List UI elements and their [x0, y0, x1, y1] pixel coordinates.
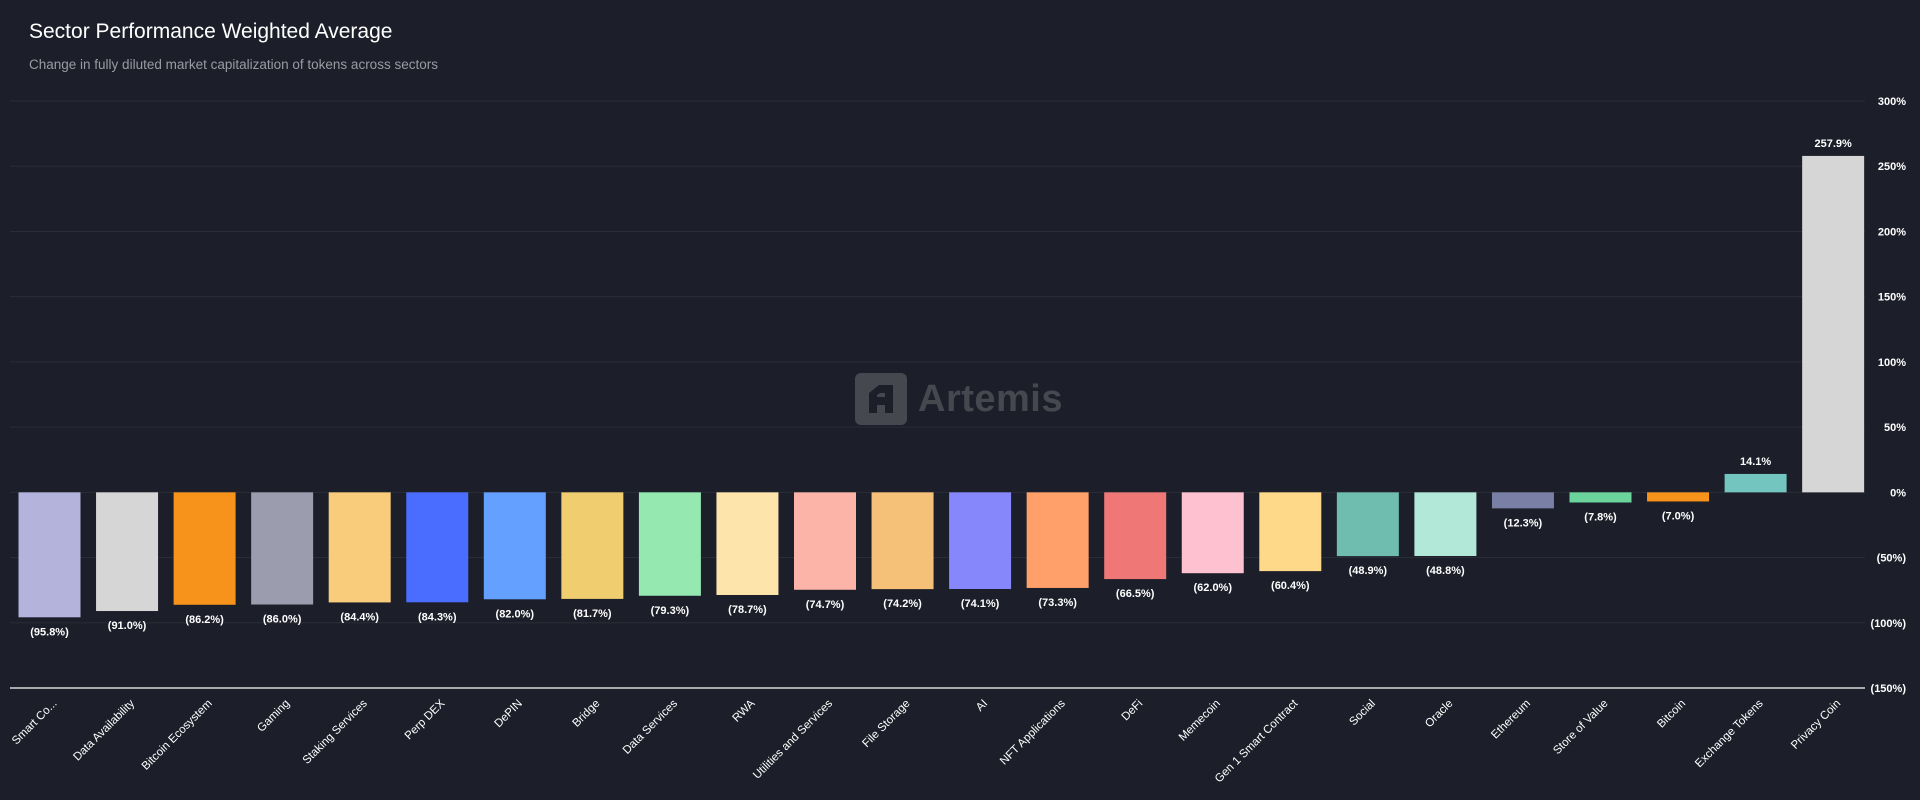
bar [1647, 492, 1710, 502]
category-label: Bitcoin [1655, 698, 1688, 731]
watermark-text: Artemis [918, 377, 1063, 420]
value-label: (74.2%) [883, 598, 922, 610]
value-label: (7.8%) [1584, 512, 1617, 524]
bar [1259, 492, 1322, 572]
category-label: Memecoin [1177, 698, 1223, 744]
value-label: (7.0%) [1662, 510, 1695, 522]
bar [1724, 473, 1787, 493]
category-label: Smart Co... [10, 698, 60, 748]
value-label: (74.7%) [806, 599, 845, 611]
category-label: Perp DEX [403, 697, 448, 742]
y-tick-label: (150%) [1871, 683, 1907, 695]
bar [328, 492, 391, 603]
y-tick-label: (50%) [1877, 553, 1907, 565]
bar [871, 492, 934, 590]
bar [483, 492, 546, 600]
category-label: Ethereum [1489, 698, 1533, 742]
value-label: (84.4%) [340, 611, 379, 623]
value-label: (81.7%) [573, 608, 612, 620]
bar [1104, 492, 1167, 580]
category-label: DePIN [492, 698, 524, 730]
category-label: Data Availability [71, 697, 137, 763]
value-label: (62.0%) [1193, 582, 1232, 594]
bar [1026, 492, 1089, 588]
value-label: (86.2%) [185, 614, 224, 626]
value-label: (84.3%) [418, 611, 457, 623]
category-label: Store of Value [1551, 698, 1610, 757]
value-label: (79.3%) [651, 605, 690, 617]
chart-title: Sector Performance Weighted Average [29, 20, 393, 43]
value-label: (86.0%) [263, 614, 302, 626]
category-label: NFT Applications [998, 697, 1068, 767]
category-label: Bridge [570, 698, 602, 730]
bar [173, 492, 236, 605]
bar [1336, 492, 1399, 557]
bar [716, 492, 779, 595]
artemis-logo-icon [855, 373, 907, 425]
category-label: Social [1347, 698, 1378, 729]
bar [638, 492, 701, 596]
category-label: RWA [731, 697, 758, 724]
category-label: Staking Services [301, 697, 370, 766]
value-label: (60.4%) [1271, 580, 1310, 592]
y-tick-label: 100% [1878, 357, 1906, 369]
gridlines [10, 100, 1865, 689]
y-tick-label: 250% [1878, 161, 1906, 173]
y-axis: 300% 250% 200% 150% 100% 50% 0% (50%) (100%) (150… [1871, 96, 1907, 695]
value-label: (48.8%) [1426, 565, 1465, 577]
value-label: (82.0%) [496, 608, 535, 620]
y-tick-label: 50% [1884, 422, 1906, 434]
category-label: Bitcoin Ecosystem [140, 698, 215, 773]
artemis-watermark: Artemis [855, 373, 1063, 425]
category-label: Gen 1 Smart Contract [1213, 697, 1301, 785]
category-label: Privacy Coin [1789, 698, 1843, 752]
category-label: Data Services [621, 697, 680, 756]
value-label: (73.3%) [1038, 597, 1077, 609]
x-axis: Smart Co... Data Availability Bitcoin Ecos… [10, 697, 1843, 785]
bar [794, 492, 856, 590]
value-labels: (95.8%) (91.0%) (86.2%) (86.0%) (84.4%) (84.3… [30, 138, 1852, 638]
bar [1569, 492, 1632, 503]
value-label: (66.5%) [1116, 588, 1155, 600]
category-label: AI [974, 698, 990, 714]
value-label: (91.0%) [108, 620, 147, 632]
value-label: (95.8%) [30, 626, 69, 638]
category-label: Exchange Tokens [1693, 697, 1766, 770]
y-tick-label: 0% [1890, 487, 1906, 499]
category-label: DeFi [1120, 698, 1146, 724]
bar [561, 492, 624, 599]
bars [18, 155, 1865, 618]
y-tick-label: 150% [1878, 292, 1906, 304]
category-label: Utilities and Services [751, 697, 835, 781]
bar [406, 492, 469, 603]
bar [1491, 492, 1554, 509]
bar [18, 492, 81, 618]
y-tick-label: 300% [1878, 96, 1906, 108]
chart-subtitle: Change in fully diluted market capitaliz… [29, 57, 438, 72]
category-label: Gaming [255, 698, 292, 735]
bar [251, 492, 314, 605]
bar [1181, 492, 1244, 574]
value-label: (48.9%) [1349, 565, 1388, 577]
value-label: (78.7%) [728, 604, 767, 616]
value-label: 14.1% [1740, 456, 1771, 468]
value-label: (12.3%) [1504, 517, 1543, 529]
category-label: Oracle [1423, 698, 1455, 730]
bar [949, 492, 1012, 589]
value-label: 257.9% [1814, 138, 1852, 150]
y-tick-label: 200% [1878, 226, 1906, 238]
bar [1802, 155, 1865, 493]
bar [96, 492, 159, 612]
bar [1414, 492, 1477, 556]
y-tick-label: (100%) [1871, 618, 1907, 630]
category-label: File Storage [860, 698, 912, 750]
value-label: (74.1%) [961, 598, 1000, 610]
